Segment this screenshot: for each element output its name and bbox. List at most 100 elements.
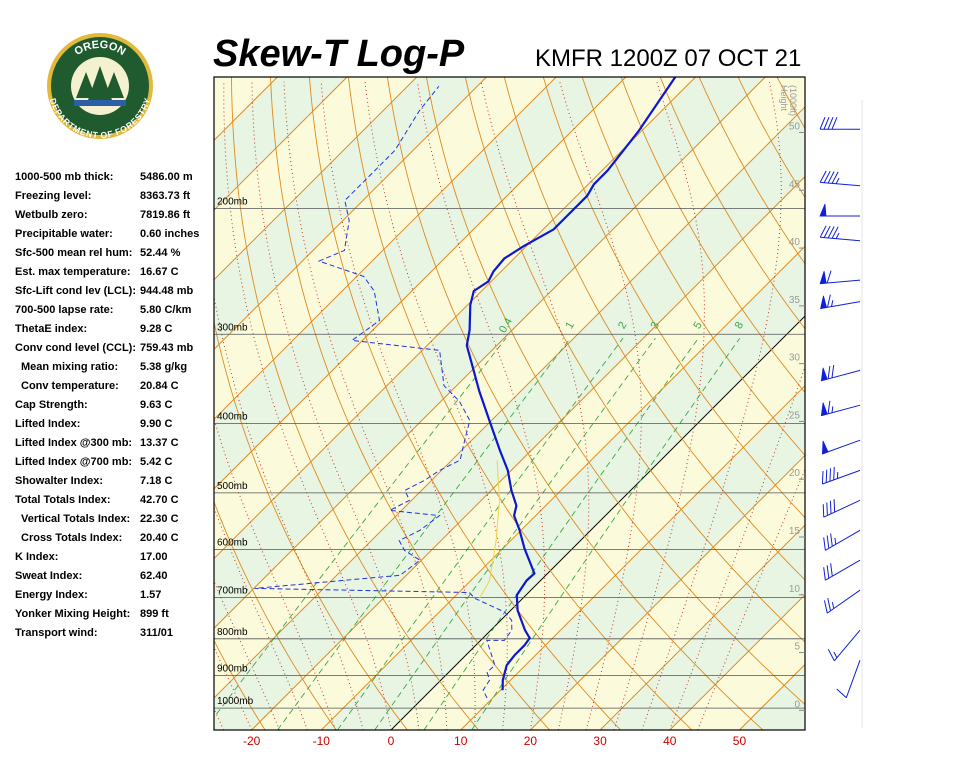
y-tick-label: 700mb bbox=[217, 585, 248, 596]
dry-adiabat bbox=[659, 77, 805, 330]
logo: OREGON DEPARTMENT OF FORESTRY bbox=[47, 33, 153, 140]
wind-barb bbox=[821, 439, 861, 455]
moist-adiabat bbox=[214, 505, 308, 730]
isotherm-grid-line bbox=[390, 315, 805, 730]
dewpoint-profile bbox=[254, 85, 513, 699]
isotherm bbox=[214, 77, 696, 560]
x-tick-label: 50 bbox=[733, 734, 747, 748]
isotherm-grid-line bbox=[599, 524, 805, 730]
y2-tick-label: 20 bbox=[789, 468, 801, 479]
stat-label: Lifted Index @700 mb: bbox=[15, 456, 132, 468]
isotherm-grid-line bbox=[251, 175, 805, 730]
dry-adiabat bbox=[503, 77, 805, 581]
stat-value: 42.70 C bbox=[140, 494, 179, 506]
y-tick-label: 400mb bbox=[217, 412, 248, 423]
stat-label: Energy Index: bbox=[15, 589, 88, 601]
dry-adiabat bbox=[542, 77, 805, 519]
stat-value: 9.28 C bbox=[140, 323, 172, 335]
stat-value: 13.37 C bbox=[140, 437, 179, 449]
moist-adiabat bbox=[669, 365, 805, 730]
stat-value: 22.30 C bbox=[140, 513, 179, 525]
wind-barb-flag bbox=[819, 271, 827, 285]
dry-adiabat bbox=[855, 77, 960, 730]
dry-adiabat bbox=[737, 77, 805, 198]
stat-label: Sfc-Lift cond lev (LCL): bbox=[15, 285, 136, 297]
stat-value: 0.60 inches bbox=[140, 228, 199, 240]
mixing-ratio-line bbox=[337, 337, 624, 730]
dry-adiabat bbox=[270, 77, 550, 730]
stat-label: Yonker Mixing Height: bbox=[15, 608, 130, 620]
isotherm bbox=[214, 77, 766, 629]
wind-barb bbox=[819, 270, 861, 285]
stat-label: Conv cond level (CCL): bbox=[15, 342, 136, 354]
stat-value: 20.84 C bbox=[140, 380, 179, 392]
mixing-ratio-line bbox=[374, 337, 656, 730]
stat-value: 944.48 mb bbox=[140, 285, 193, 297]
logo-top-text: OREGON bbox=[72, 39, 127, 58]
mixing-ratio-label: 8 bbox=[733, 320, 746, 331]
stat-label: Sweat Index: bbox=[15, 570, 82, 582]
x-tick-label: 10 bbox=[454, 734, 468, 748]
stat-value: 8363.73 ft bbox=[140, 190, 190, 202]
y-tick-label: 500mb bbox=[217, 481, 248, 492]
dry-adiabat bbox=[581, 77, 805, 456]
stat-label: Lifted Index @300 mb: bbox=[15, 437, 132, 449]
x-tick-label: -20 bbox=[243, 734, 261, 748]
stat-value: 7819.86 ft bbox=[140, 209, 190, 221]
moist-adiabat bbox=[697, 468, 805, 730]
axes: -20 -10 0 10 20 30 40 500.4 1 2 3 5 8200mb300mb400mb… bbox=[217, 85, 805, 748]
wind-barb bbox=[820, 400, 861, 417]
y2-axis-label: Height bbox=[779, 85, 789, 112]
wind-barb bbox=[819, 117, 860, 130]
stat-value: 759.43 mb bbox=[140, 342, 193, 354]
isotherm bbox=[214, 77, 487, 351]
wind-barb-staff bbox=[823, 589, 861, 614]
stat-label: 1000-500 mb thick: bbox=[15, 171, 113, 183]
plot-background bbox=[214, 77, 960, 730]
logo-trees bbox=[76, 66, 124, 100]
wind-barb bbox=[823, 589, 861, 614]
chart-subtitle: KMFR 1200Z 07 OCT 21 bbox=[535, 45, 801, 72]
x-tick-label: -10 bbox=[313, 734, 331, 748]
dry-adiabat bbox=[231, 77, 479, 730]
stats-panel: 1000-500 mb thick: 5486.00 m Freezing leve… bbox=[15, 171, 199, 639]
stat-value: 311/01 bbox=[140, 627, 173, 639]
stat-label: K Index: bbox=[15, 551, 58, 563]
stat-label: Cap Strength: bbox=[15, 399, 88, 411]
wind-barb-staff bbox=[819, 117, 860, 130]
y-tick-label: 300mb bbox=[217, 322, 248, 333]
isotherm bbox=[214, 77, 348, 211]
x-tick-label: 20 bbox=[524, 734, 538, 748]
stat-label: Conv temperature: bbox=[21, 380, 119, 392]
wind-barb-staff bbox=[822, 499, 861, 518]
wind-barb-staff bbox=[821, 466, 861, 485]
stat-value: 899 ft bbox=[140, 608, 169, 620]
wind-barb-staff bbox=[819, 225, 861, 242]
stat-label: Cross Totals Index: bbox=[21, 532, 122, 544]
logo-water bbox=[74, 100, 126, 106]
y2-tick-label: 40 bbox=[789, 237, 801, 248]
moist-adiabat bbox=[480, 81, 590, 730]
isotherm-grid-line bbox=[320, 245, 805, 730]
dry-adiabat bbox=[386, 77, 764, 730]
stat-value: 5.38 g/kg bbox=[140, 361, 187, 373]
mixing-ratio-line bbox=[277, 337, 571, 730]
wind-barb-flag bbox=[821, 440, 829, 455]
x-tick-label: 30 bbox=[593, 734, 607, 748]
y2-tick-label: 5 bbox=[794, 642, 800, 653]
mixing-ratio-line bbox=[214, 337, 507, 719]
dry-adiabat bbox=[214, 500, 337, 730]
mixing-ratio-label: 2 bbox=[616, 320, 629, 331]
wind-barb bbox=[820, 294, 861, 310]
wind-barb bbox=[819, 225, 861, 242]
temperature-band bbox=[214, 77, 805, 698]
y-tick-label: 1000mb bbox=[217, 696, 254, 707]
stat-label: Vertical Totals Index: bbox=[21, 513, 130, 525]
x-tick-label: 0 bbox=[388, 734, 395, 748]
stat-value: 62.40 bbox=[140, 570, 168, 582]
stat-value: 52.44 % bbox=[140, 247, 181, 259]
stat-value: 9.63 C bbox=[140, 399, 172, 411]
y-tick-label: 200mb bbox=[217, 196, 248, 207]
mixing-ratio-label: 1 bbox=[564, 320, 577, 331]
stat-label: Transport wind: bbox=[15, 627, 98, 639]
